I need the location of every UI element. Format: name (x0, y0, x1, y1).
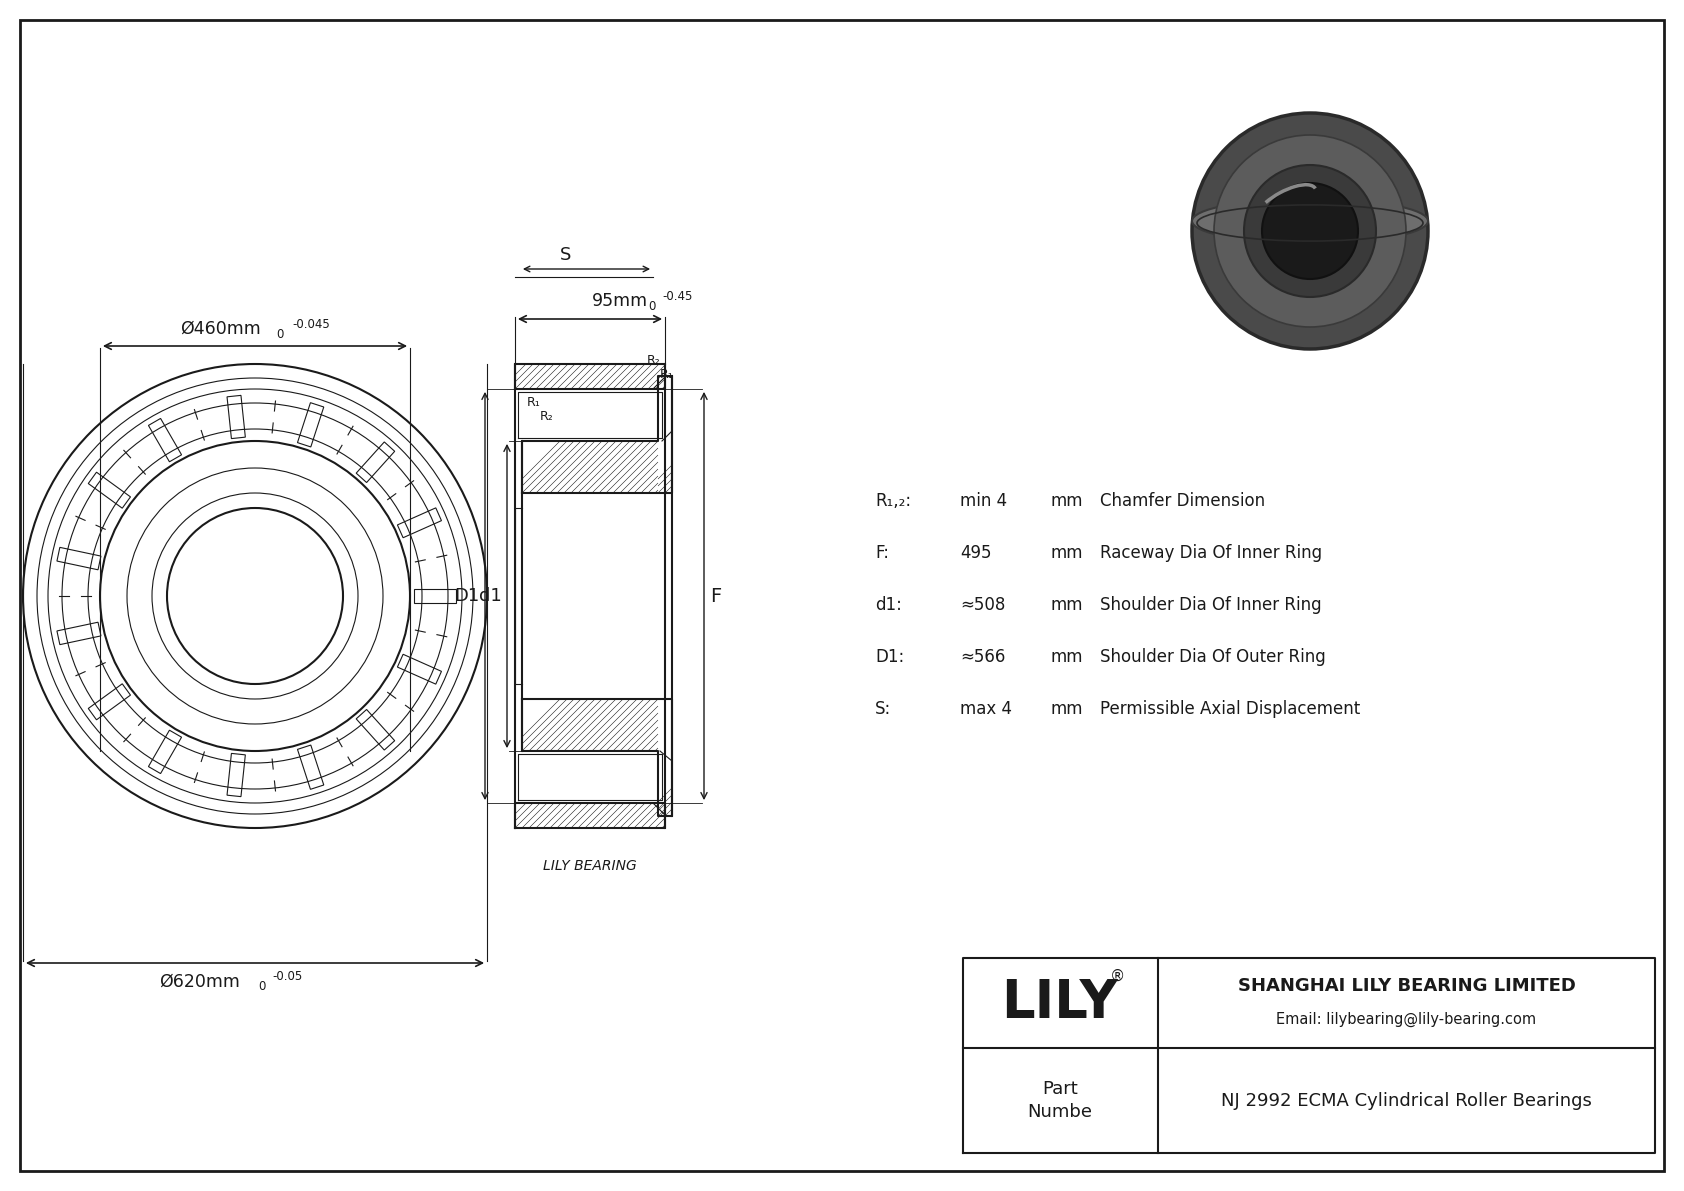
Bar (357, 442, 394, 482)
Text: ≈508: ≈508 (960, 596, 1005, 615)
Text: -0.045: -0.045 (291, 318, 330, 330)
Text: F:: F: (876, 544, 889, 562)
Text: LILY BEARING: LILY BEARING (544, 859, 637, 873)
Text: mm: mm (1051, 596, 1083, 615)
Text: F: F (711, 586, 721, 605)
Bar (357, 710, 394, 750)
Text: SHANGHAI LILY BEARING LIMITED: SHANGHAI LILY BEARING LIMITED (1238, 977, 1576, 994)
Bar (57, 622, 101, 644)
Circle shape (1214, 135, 1406, 328)
Bar (227, 395, 246, 438)
Circle shape (1261, 183, 1357, 279)
Text: Part
Numbe: Part Numbe (1027, 1080, 1093, 1121)
Text: mm: mm (1051, 544, 1083, 562)
Text: R₂: R₂ (647, 355, 660, 368)
Text: 0: 0 (276, 329, 283, 342)
Bar (397, 654, 441, 684)
Text: R₂: R₂ (541, 411, 554, 424)
Text: R₁: R₁ (527, 397, 541, 410)
Text: Chamfer Dimension: Chamfer Dimension (1100, 492, 1265, 510)
Text: -0.45: -0.45 (662, 291, 692, 304)
Text: max 4: max 4 (960, 700, 1012, 718)
Text: mm: mm (1051, 700, 1083, 718)
Text: R₁,₂:: R₁,₂: (876, 492, 911, 510)
Bar (88, 684, 130, 719)
Text: ®: ® (1110, 968, 1125, 984)
Bar (148, 418, 182, 462)
Text: Permissible Axial Displacement: Permissible Axial Displacement (1100, 700, 1361, 718)
Circle shape (1192, 113, 1428, 349)
Text: Ø620mm: Ø620mm (160, 973, 241, 991)
Text: Ø460mm: Ø460mm (180, 320, 261, 338)
Text: NJ 2992 ECMA Cylindrical Roller Bearings: NJ 2992 ECMA Cylindrical Roller Bearings (1221, 1091, 1591, 1110)
Ellipse shape (1192, 199, 1428, 243)
Text: Raceway Dia Of Inner Ring: Raceway Dia Of Inner Ring (1100, 544, 1322, 562)
Text: S: S (561, 247, 571, 264)
Bar (298, 746, 323, 790)
Text: Shoulder Dia Of Inner Ring: Shoulder Dia Of Inner Ring (1100, 596, 1322, 615)
Text: d1: d1 (480, 587, 502, 605)
Bar (148, 730, 182, 774)
Bar (397, 507, 441, 537)
Text: 0: 0 (648, 300, 655, 313)
Text: d1:: d1: (876, 596, 903, 615)
Text: min 4: min 4 (960, 492, 1007, 510)
Text: 495: 495 (960, 544, 992, 562)
Text: ≈566: ≈566 (960, 648, 1005, 666)
Text: Email: lilybearing@lily-bearing.com: Email: lilybearing@lily-bearing.com (1276, 1011, 1536, 1027)
Bar (414, 590, 456, 603)
Bar (88, 472, 130, 509)
Text: 0: 0 (258, 980, 266, 993)
Text: mm: mm (1051, 492, 1083, 510)
Text: D1:: D1: (876, 648, 904, 666)
Bar (298, 403, 323, 447)
Bar (57, 548, 101, 569)
Text: Shoulder Dia Of Outer Ring: Shoulder Dia Of Outer Ring (1100, 648, 1325, 666)
Text: R₁: R₁ (660, 368, 674, 381)
Circle shape (1244, 166, 1376, 297)
Text: D1: D1 (455, 587, 480, 605)
Bar (227, 754, 246, 797)
Text: 95mm: 95mm (593, 292, 648, 310)
Text: LILY: LILY (1002, 977, 1118, 1029)
Text: S:: S: (876, 700, 891, 718)
Text: -0.05: -0.05 (273, 969, 301, 983)
Text: mm: mm (1051, 648, 1083, 666)
